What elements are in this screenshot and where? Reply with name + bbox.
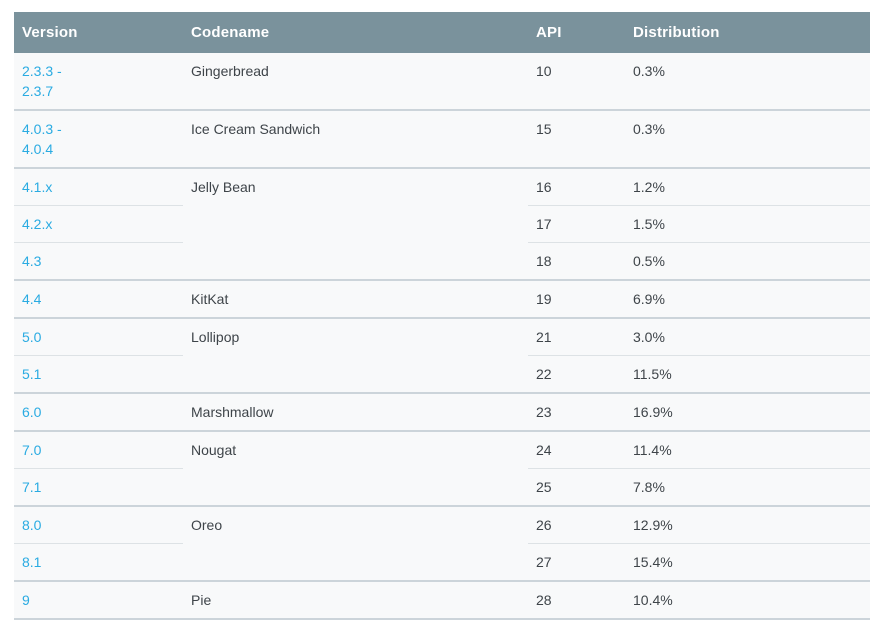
table-row: 6.0 Marshmallow 23 16.9% (14, 393, 870, 432)
version-cell: 6.0 (14, 393, 183, 432)
version-cell: 7.0 (14, 431, 183, 469)
codename-cell: Lollipop (183, 318, 528, 394)
table-row: 7.1 25 7.8% (14, 468, 870, 507)
version-cell: 2.3.3 - 2.3.7 (14, 53, 183, 111)
api-cell: 15 (528, 110, 625, 169)
version-cell: 4.2.x (14, 205, 183, 243)
version-link[interactable]: 6.0 (22, 404, 42, 420)
column-header-version: Version (14, 12, 183, 53)
distribution-cell: 6.9% (625, 280, 870, 319)
column-header-api: API (528, 12, 625, 53)
codename-cell: Jelly Bean (183, 168, 528, 281)
version-link[interactable]: 5.0 (22, 329, 42, 345)
codename-cell: Ice Cream Sandwich (183, 110, 528, 169)
distribution-cell: 3.0% (625, 318, 870, 356)
distribution-cell: 11.4% (625, 431, 870, 469)
codename-cell: Nougat (183, 431, 528, 507)
version-link[interactable]: 4.0.3 - 4.0.4 (22, 121, 62, 157)
distribution-cell: 15.4% (625, 543, 870, 582)
version-cell: 4.1.x (14, 168, 183, 206)
table-row: 8.0 Oreo 26 12.9% (14, 506, 870, 582)
version-link[interactable]: 8.0 (22, 517, 42, 533)
version-link[interactable]: 4.2.x (22, 216, 53, 232)
table-body: 2.3.3 - 2.3.7 Gingerbread 10 0.3% 4.0.3 … (14, 53, 870, 620)
api-cell: 16 (528, 168, 625, 206)
table-row: 9 Pie 28 10.4% (14, 581, 870, 620)
version-link[interactable]: 4.4 (22, 291, 42, 307)
api-cell: 27 (528, 543, 625, 582)
table-row: 8.1 27 15.4% (14, 543, 870, 582)
android-distribution-table: Version Codename API Distribution 2.3.3 … (14, 12, 870, 620)
codename-cell: Marshmallow (183, 393, 528, 432)
api-cell: 25 (528, 468, 625, 507)
api-cell: 18 (528, 242, 625, 281)
api-cell: 17 (528, 205, 625, 243)
table-row: 4.1.x Jelly Bean 16 1.2% (14, 168, 870, 281)
table-row: 4.2.x 17 1.5% (14, 205, 870, 243)
column-header-distribution: Distribution (625, 12, 870, 53)
distribution-cell: 7.8% (625, 468, 870, 507)
version-cell: 4.3 (14, 242, 183, 281)
api-cell: 26 (528, 506, 625, 544)
version-cell: 7.1 (14, 468, 183, 507)
distribution-cell: 1.5% (625, 205, 870, 243)
distribution-cell: 0.5% (625, 242, 870, 281)
table-row: 2.3.3 - 2.3.7 Gingerbread 10 0.3% (14, 53, 870, 111)
version-cell: 9 (14, 581, 183, 620)
codename-cell: Gingerbread (183, 53, 528, 111)
api-cell: 23 (528, 393, 625, 432)
api-cell: 28 (528, 581, 625, 620)
version-cell: 5.0 (14, 318, 183, 356)
version-link[interactable]: 5.1 (22, 366, 42, 382)
distribution-cell: 0.3% (625, 110, 870, 169)
version-link[interactable]: 7.0 (22, 442, 42, 458)
api-cell: 24 (528, 431, 625, 469)
version-cell: 4.4 (14, 280, 183, 319)
api-cell: 22 (528, 355, 625, 394)
distribution-cell: 11.5% (625, 355, 870, 394)
version-link[interactable]: 4.3 (22, 253, 42, 269)
version-link[interactable]: 2.3.3 - 2.3.7 (22, 63, 62, 99)
distribution-cell: 12.9% (625, 506, 870, 544)
table-row: 4.0.3 - 4.0.4 Ice Cream Sandwich 15 0.3% (14, 110, 870, 169)
codename-cell: Oreo (183, 506, 528, 582)
api-cell: 10 (528, 53, 625, 111)
distribution-cell: 0.3% (625, 53, 870, 111)
codename-cell: Pie (183, 581, 528, 620)
table-header: Version Codename API Distribution (14, 12, 870, 53)
codename-cell: KitKat (183, 280, 528, 319)
api-cell: 19 (528, 280, 625, 319)
distribution-cell: 1.2% (625, 168, 870, 206)
column-header-codename: Codename (183, 12, 528, 53)
version-cell: 4.0.3 - 4.0.4 (14, 110, 183, 169)
table-header-row: Version Codename API Distribution (14, 12, 870, 53)
version-link[interactable]: 8.1 (22, 554, 42, 570)
table-row: 5.0 Lollipop 21 3.0% (14, 318, 870, 394)
version-cell: 8.0 (14, 506, 183, 544)
version-link[interactable]: 4.1.x (22, 179, 53, 195)
version-link[interactable]: 7.1 (22, 479, 42, 495)
table-row: 5.1 22 11.5% (14, 355, 870, 394)
table-row: 4.3 18 0.5% (14, 242, 870, 281)
version-cell: 5.1 (14, 355, 183, 394)
api-cell: 21 (528, 318, 625, 356)
table-row: 4.4 KitKat 19 6.9% (14, 280, 870, 319)
distribution-cell: 10.4% (625, 581, 870, 620)
version-link[interactable]: 9 (22, 592, 30, 608)
distribution-cell: 16.9% (625, 393, 870, 432)
table-row: 7.0 Nougat 24 11.4% (14, 431, 870, 507)
version-cell: 8.1 (14, 543, 183, 582)
